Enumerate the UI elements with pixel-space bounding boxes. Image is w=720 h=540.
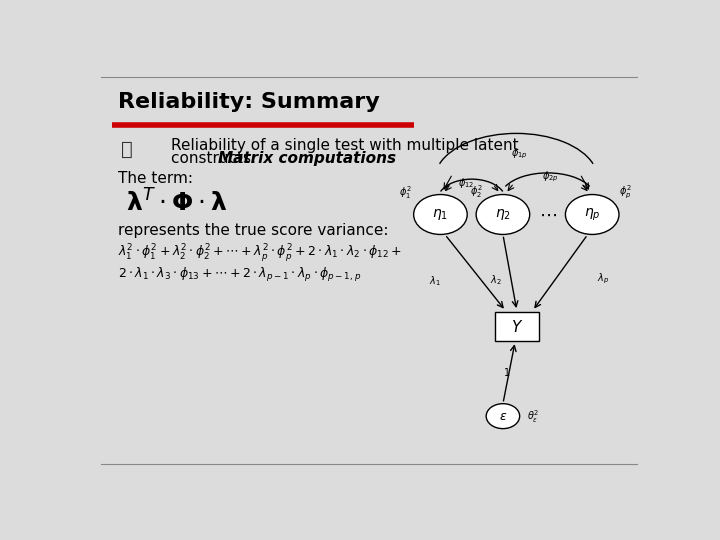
Text: represents the true score variance:: represents the true score variance: [118, 223, 388, 238]
Text: $\lambda_1^2 \cdot \phi_1^2 + \lambda_2^2 \cdot \phi_2^2 + \cdots + \lambda_p^2 : $\lambda_1^2 \cdot \phi_1^2 + \lambda_2^… [118, 241, 402, 264]
Text: Matrix computations: Matrix computations [218, 151, 397, 166]
Bar [495, 312, 539, 341]
Text: $1$: $1$ [503, 367, 510, 379]
Text: $\lambda_2$: $\lambda_2$ [490, 273, 502, 287]
Text: $\phi_{2p}$: $\phi_{2p}$ [542, 170, 559, 184]
Text: $\lambda_p$: $\lambda_p$ [598, 272, 609, 286]
Circle shape [565, 194, 619, 234]
Circle shape [486, 404, 520, 429]
Text: $\phi_1^2$: $\phi_1^2$ [399, 184, 412, 201]
Text: $Y$: $Y$ [510, 319, 523, 335]
Text: $\theta_\varepsilon^2$: $\theta_\varepsilon^2$ [528, 408, 540, 424]
Text: $\phi_{1p}$: $\phi_{1p}$ [510, 147, 528, 161]
Text: $\phi_2^2$: $\phi_2^2$ [469, 183, 482, 200]
Text: $\eta_1$: $\eta_1$ [433, 207, 449, 222]
Text: $\phi_p^2$: $\phi_p^2$ [619, 184, 632, 201]
Text: $\cdots$: $\cdots$ [539, 206, 557, 224]
Text: 🚧: 🚧 [121, 140, 132, 159]
Circle shape [413, 194, 467, 234]
Text: $\eta_p$: $\eta_p$ [584, 206, 600, 222]
Text: $2 \cdot \lambda_1 \cdot \lambda_3 \cdot \phi_{13} + \cdots + 2 \cdot \lambda_{p: $2 \cdot \lambda_1 \cdot \lambda_3 \cdot… [118, 266, 361, 285]
Circle shape [476, 194, 530, 234]
Text: $\lambda_1$: $\lambda_1$ [429, 274, 441, 288]
Text: $\varepsilon$: $\varepsilon$ [499, 410, 507, 423]
Text: $\phi_{12}$: $\phi_{12}$ [458, 176, 474, 190]
Text: Reliability of a single test with multiple latent: Reliability of a single test with multip… [171, 138, 518, 153]
Text: Reliability: Summary: Reliability: Summary [118, 92, 379, 112]
Text: constructs:: constructs: [171, 151, 261, 166]
Text: $\boldsymbol{\lambda}^T \cdot \boldsymbol{\Phi} \cdot \boldsymbol{\lambda}$: $\boldsymbol{\lambda}^T \cdot \boldsymbo… [126, 190, 228, 217]
Text: $\eta_2$: $\eta_2$ [495, 207, 511, 222]
Text: The term:: The term: [118, 171, 193, 186]
